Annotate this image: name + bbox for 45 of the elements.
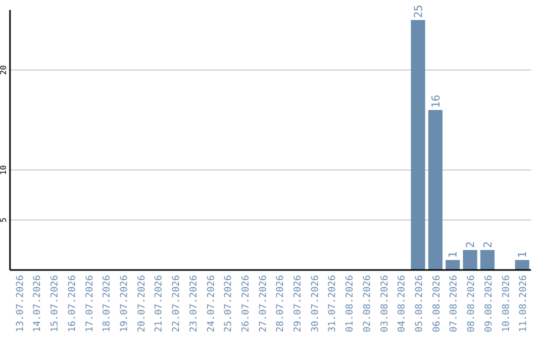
x-tick-label: 29.07.2026 xyxy=(292,274,304,332)
x-tick-label: 27.07.2026 xyxy=(258,274,269,332)
x-tick-label: 17.07.2026 xyxy=(84,274,96,332)
data-label: 1 xyxy=(446,251,460,258)
y-tick-label: 5 xyxy=(0,217,8,222)
data-label: 2 xyxy=(464,241,478,248)
x-tick-label: 07.08.2026 xyxy=(448,274,460,332)
x-tick-label: 24.07.2026 xyxy=(206,274,217,332)
x-tick-label: 03.08.2026 xyxy=(379,274,390,332)
x-tick-label: 23.07.2026 xyxy=(188,274,200,332)
x-tick-label: 13.07.2026 xyxy=(14,274,26,332)
x-tick-label: 15.07.2026 xyxy=(50,274,61,332)
x-tick-label: 18.07.2026 xyxy=(102,274,113,332)
x-tick-label: 04.08.2026 xyxy=(396,274,408,332)
x-tick-label: 14.07.2026 xyxy=(32,274,44,332)
bar xyxy=(428,110,442,270)
x-tick-label: 30.07.2026 xyxy=(310,274,321,332)
data-label: 25 xyxy=(412,4,426,18)
x-tick-label: 26.07.2026 xyxy=(240,274,252,332)
x-tick-label: 19.07.2026 xyxy=(118,274,130,332)
data-label: 16 xyxy=(429,94,442,108)
x-tick-label: 01.08.2026 xyxy=(344,274,356,332)
x-tick-label: 16.07.2026 xyxy=(66,274,78,332)
x-tick-label: 02.08.2026 xyxy=(362,274,373,332)
x-tick-label: 11.08.2026 xyxy=(518,274,530,332)
x-tick-label: 09.08.2026 xyxy=(483,274,494,332)
x-tick-label: 22.07.2026 xyxy=(171,274,182,332)
x-tick-label: 05.08.2026 xyxy=(414,274,426,332)
bar xyxy=(410,20,426,270)
x-tick-label: 10.08.2026 xyxy=(500,274,512,332)
data-label: 1 xyxy=(516,251,530,258)
x-tick-label: 21.07.2026 xyxy=(154,274,165,332)
data-label: 2 xyxy=(481,241,494,248)
y-tick-label: 10 xyxy=(0,165,8,175)
bar xyxy=(480,250,495,270)
bar xyxy=(462,250,478,270)
bar xyxy=(515,260,530,270)
x-tick-label: 25.07.2026 xyxy=(223,274,234,332)
x-tick-label: 06.08.2026 xyxy=(431,274,442,332)
x-tick-label: 31.07.2026 xyxy=(327,274,338,332)
x-tick-label: 20.07.2026 xyxy=(136,274,148,332)
x-tick-label: 08.08.2026 xyxy=(466,274,478,332)
bar xyxy=(446,260,460,270)
x-tick-label: 28.07.2026 xyxy=(275,274,286,332)
y-tick-label: 20 xyxy=(0,65,8,75)
